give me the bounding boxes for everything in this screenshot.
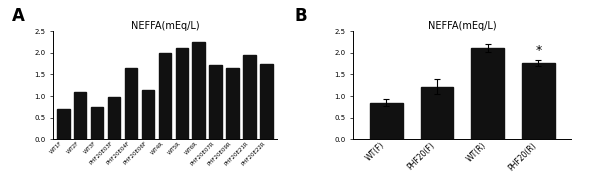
Bar: [176, 48, 188, 139]
Bar: [370, 102, 403, 139]
Bar: [226, 68, 239, 139]
Bar: [260, 64, 273, 139]
Bar: [210, 65, 222, 139]
Bar: [158, 53, 171, 139]
Bar: [141, 90, 154, 139]
Bar: [421, 86, 454, 139]
Bar: [91, 107, 104, 139]
Title: NEFFA(mEq/L): NEFFA(mEq/L): [428, 21, 497, 31]
Title: NEFFA(mEq/L): NEFFA(mEq/L): [131, 21, 199, 31]
Bar: [57, 109, 70, 139]
Bar: [74, 92, 87, 139]
Bar: [243, 55, 256, 139]
Bar: [108, 97, 120, 139]
Bar: [193, 42, 205, 139]
Text: *: *: [535, 44, 541, 57]
Bar: [125, 68, 137, 139]
Bar: [471, 48, 504, 139]
Text: B: B: [294, 7, 307, 25]
Bar: [522, 63, 555, 139]
Text: A: A: [12, 7, 25, 25]
